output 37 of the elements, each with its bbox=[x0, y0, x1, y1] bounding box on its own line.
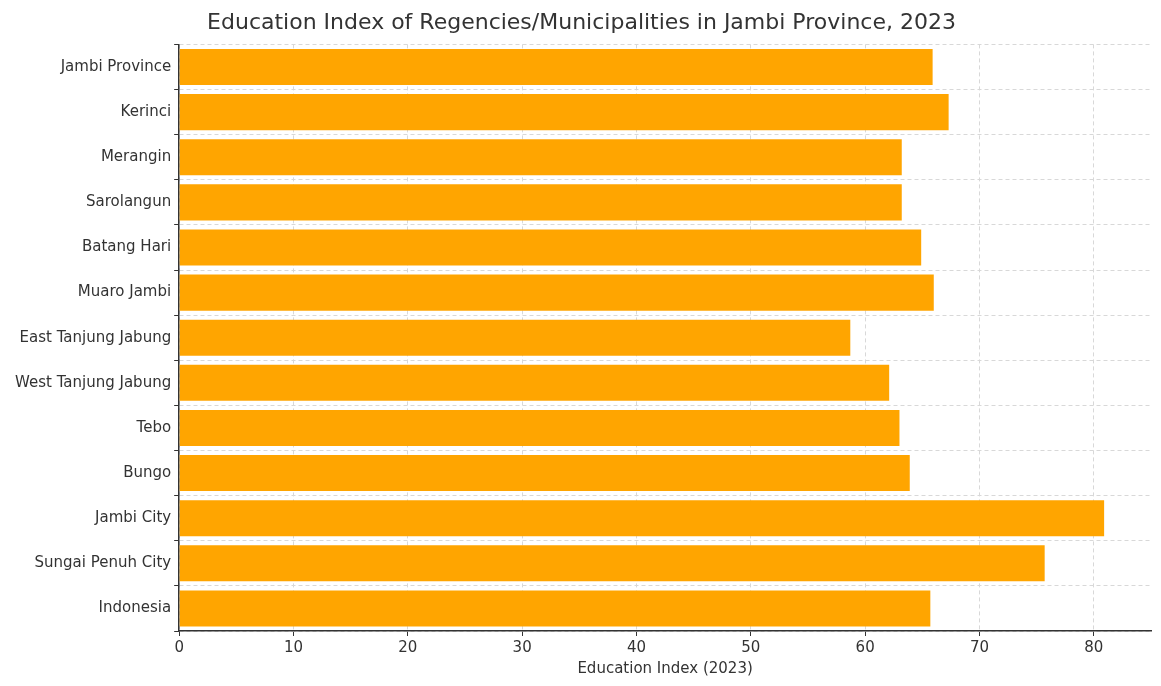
y-tick-label: Jambi Province bbox=[59, 56, 172, 75]
x-tick-label: 80 bbox=[1084, 637, 1104, 656]
y-tick-label: Sarolangun bbox=[86, 192, 172, 211]
bar bbox=[179, 455, 910, 492]
y-tick-label: Sungai Penuh City bbox=[34, 553, 172, 572]
y-tick-label: Tebo bbox=[135, 417, 172, 436]
bar bbox=[179, 184, 902, 221]
y-tick-label: Bungo bbox=[123, 462, 172, 481]
bar bbox=[179, 364, 890, 401]
bar bbox=[179, 409, 900, 446]
bar bbox=[179, 94, 949, 131]
y-tick-label: Jambi City bbox=[94, 508, 172, 527]
y-tick-label: Batang Hari bbox=[82, 237, 172, 256]
bar bbox=[179, 274, 934, 311]
x-tick-label: 50 bbox=[741, 637, 761, 656]
y-tick-label: Kerinci bbox=[120, 101, 172, 120]
bar bbox=[179, 139, 902, 176]
bar bbox=[179, 545, 1045, 582]
chart-title: Education Index of Regencies/Municipalities in Jambi Province, 2023 bbox=[207, 8, 956, 34]
x-tick-label: 20 bbox=[398, 637, 418, 656]
y-tick-label: Indonesia bbox=[98, 598, 172, 617]
y-tick-label: Muaro Jambi bbox=[77, 282, 172, 301]
x-tick-label: 70 bbox=[969, 637, 990, 656]
x-tick-label: 40 bbox=[626, 637, 647, 656]
x-axis-title: Education Index (2023) bbox=[577, 658, 753, 677]
y-tick-label: West Tanjung Jabung bbox=[15, 372, 172, 391]
x-tick-label: 60 bbox=[855, 637, 875, 656]
bar bbox=[179, 229, 922, 266]
bar bbox=[179, 500, 1105, 537]
bar bbox=[179, 319, 851, 356]
y-tick-label: East Tanjung Jabung bbox=[19, 327, 172, 346]
x-tick-label: 30 bbox=[512, 637, 532, 656]
x-tick-label: 10 bbox=[283, 637, 304, 656]
bar bbox=[179, 590, 931, 627]
x-tick-label: 0 bbox=[174, 637, 184, 656]
bar bbox=[179, 48, 933, 86]
y-tick-label: Merangin bbox=[100, 147, 172, 166]
